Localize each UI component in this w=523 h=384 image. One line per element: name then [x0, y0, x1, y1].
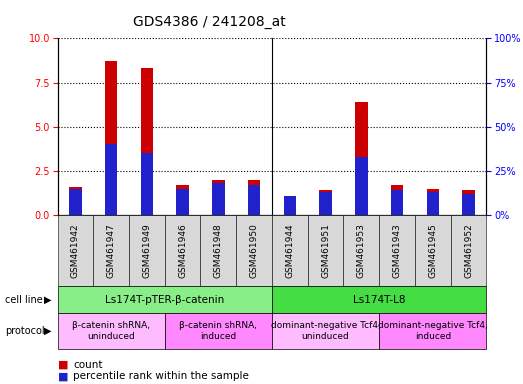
Bar — [355, 102, 368, 215]
Text: β-catenin shRNA,
induced: β-catenin shRNA, induced — [179, 321, 257, 341]
Text: dominant-negative Tcf4,
uninduced: dominant-negative Tcf4, uninduced — [271, 321, 380, 341]
Bar — [141, 153, 153, 215]
Bar — [248, 180, 260, 215]
Bar — [272, 313, 379, 349]
Text: cell line: cell line — [5, 295, 43, 305]
Text: count: count — [73, 360, 103, 370]
Bar — [58, 286, 272, 313]
Bar — [320, 190, 332, 215]
Bar — [212, 180, 224, 215]
Text: ▶: ▶ — [44, 295, 52, 305]
Text: β-catenin shRNA,
uninduced: β-catenin shRNA, uninduced — [72, 321, 150, 341]
Bar — [283, 195, 296, 215]
Bar — [236, 215, 272, 286]
Bar — [69, 189, 82, 215]
Bar — [462, 190, 475, 215]
Bar — [451, 215, 486, 286]
Text: dominant-negative Tcf4,
induced: dominant-negative Tcf4, induced — [378, 321, 487, 341]
Text: ■: ■ — [58, 360, 68, 370]
Bar — [105, 61, 117, 215]
Bar — [272, 215, 308, 286]
Text: GSM461949: GSM461949 — [142, 223, 151, 278]
Bar — [344, 215, 379, 286]
Bar — [248, 185, 260, 215]
Bar — [391, 185, 403, 215]
Bar — [379, 215, 415, 286]
Text: GSM461946: GSM461946 — [178, 223, 187, 278]
Bar — [141, 68, 153, 215]
Bar — [165, 215, 200, 286]
Bar — [93, 215, 129, 286]
Bar — [165, 313, 272, 349]
Text: GSM461948: GSM461948 — [214, 223, 223, 278]
Text: GSM461951: GSM461951 — [321, 223, 330, 278]
Bar — [283, 195, 296, 215]
Text: GSM461944: GSM461944 — [286, 223, 294, 278]
Bar — [272, 286, 486, 313]
Bar — [129, 215, 165, 286]
Text: protocol: protocol — [5, 326, 45, 336]
Bar — [200, 215, 236, 286]
Text: GSM461945: GSM461945 — [428, 223, 437, 278]
Text: ■: ■ — [58, 371, 68, 381]
Bar — [58, 313, 165, 349]
Text: GSM461950: GSM461950 — [249, 223, 258, 278]
Text: GDS4386 / 241208_at: GDS4386 / 241208_at — [133, 15, 286, 29]
Bar — [462, 194, 475, 215]
Text: ▶: ▶ — [44, 326, 52, 336]
Text: GSM461947: GSM461947 — [107, 223, 116, 278]
Bar — [355, 157, 368, 215]
Bar — [391, 190, 403, 215]
Bar — [427, 189, 439, 215]
Bar — [58, 215, 93, 286]
Bar — [308, 215, 344, 286]
Bar — [176, 185, 189, 215]
Text: GSM461953: GSM461953 — [357, 223, 366, 278]
Text: GSM461943: GSM461943 — [393, 223, 402, 278]
Text: GSM461952: GSM461952 — [464, 223, 473, 278]
Bar — [427, 192, 439, 215]
Text: percentile rank within the sample: percentile rank within the sample — [73, 371, 249, 381]
Bar — [105, 144, 117, 215]
Bar — [320, 192, 332, 215]
Bar — [176, 189, 189, 215]
Text: GSM461942: GSM461942 — [71, 223, 80, 278]
Bar — [212, 183, 224, 215]
Bar — [379, 313, 486, 349]
Text: Ls174T-L8: Ls174T-L8 — [353, 295, 405, 305]
Text: Ls174T-pTER-β-catenin: Ls174T-pTER-β-catenin — [105, 295, 224, 305]
Bar — [415, 215, 451, 286]
Bar — [69, 187, 82, 215]
